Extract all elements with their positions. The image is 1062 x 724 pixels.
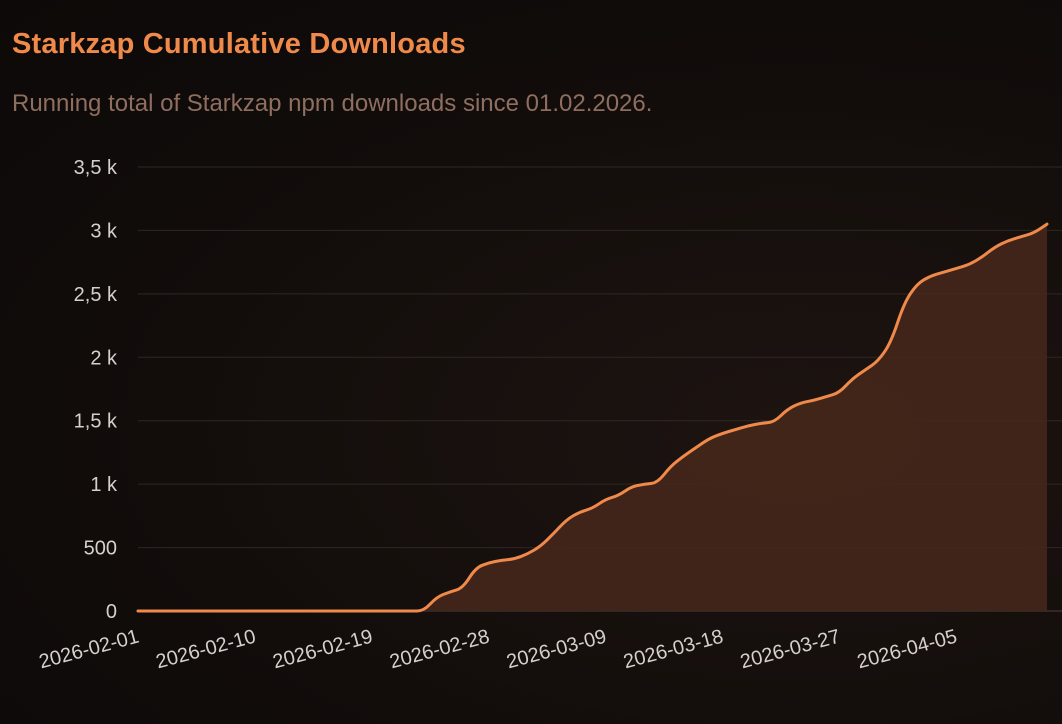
chart-title: Starkzap Cumulative Downloads [12,28,466,60]
y-tick-label: 3,5 k [74,157,118,179]
chart-subtitle: Running total of Starkzap npm downloads … [12,90,653,117]
series-line [136,222,1049,613]
y-tick-label: 1,5 k [74,411,118,433]
area-fill [138,224,1047,611]
x-tick-label: 2026-04-05 [855,626,960,674]
y-axis-ticks: 0 500 1 k 1,5 k 2 k 2,5 k 3 k 3,5 k [74,157,118,623]
x-tick-label: 2026-03-18 [621,626,726,674]
y-tick-label: 2 k [90,347,118,369]
y-tick-label: 2,5 k [74,284,118,306]
y-tick-label: 500 [84,538,117,560]
x-tick-label: 2026-02-01 [37,626,142,674]
y-tick-label: 0 [106,601,117,623]
x-tick-label: 2026-03-27 [738,626,843,674]
x-tick-label: 2026-02-10 [154,626,259,674]
x-axis-ticks: 2026-02-01 2026-02-10 2026-02-19 2026-02-28… [37,626,960,674]
y-tick-label: 3 k [90,220,118,242]
x-tick-label: 2026-03-09 [504,626,609,674]
x-tick-label: 2026-02-28 [387,626,492,674]
y-tick-label: 1 k [90,474,118,496]
x-tick-label: 2026-02-19 [271,626,376,674]
